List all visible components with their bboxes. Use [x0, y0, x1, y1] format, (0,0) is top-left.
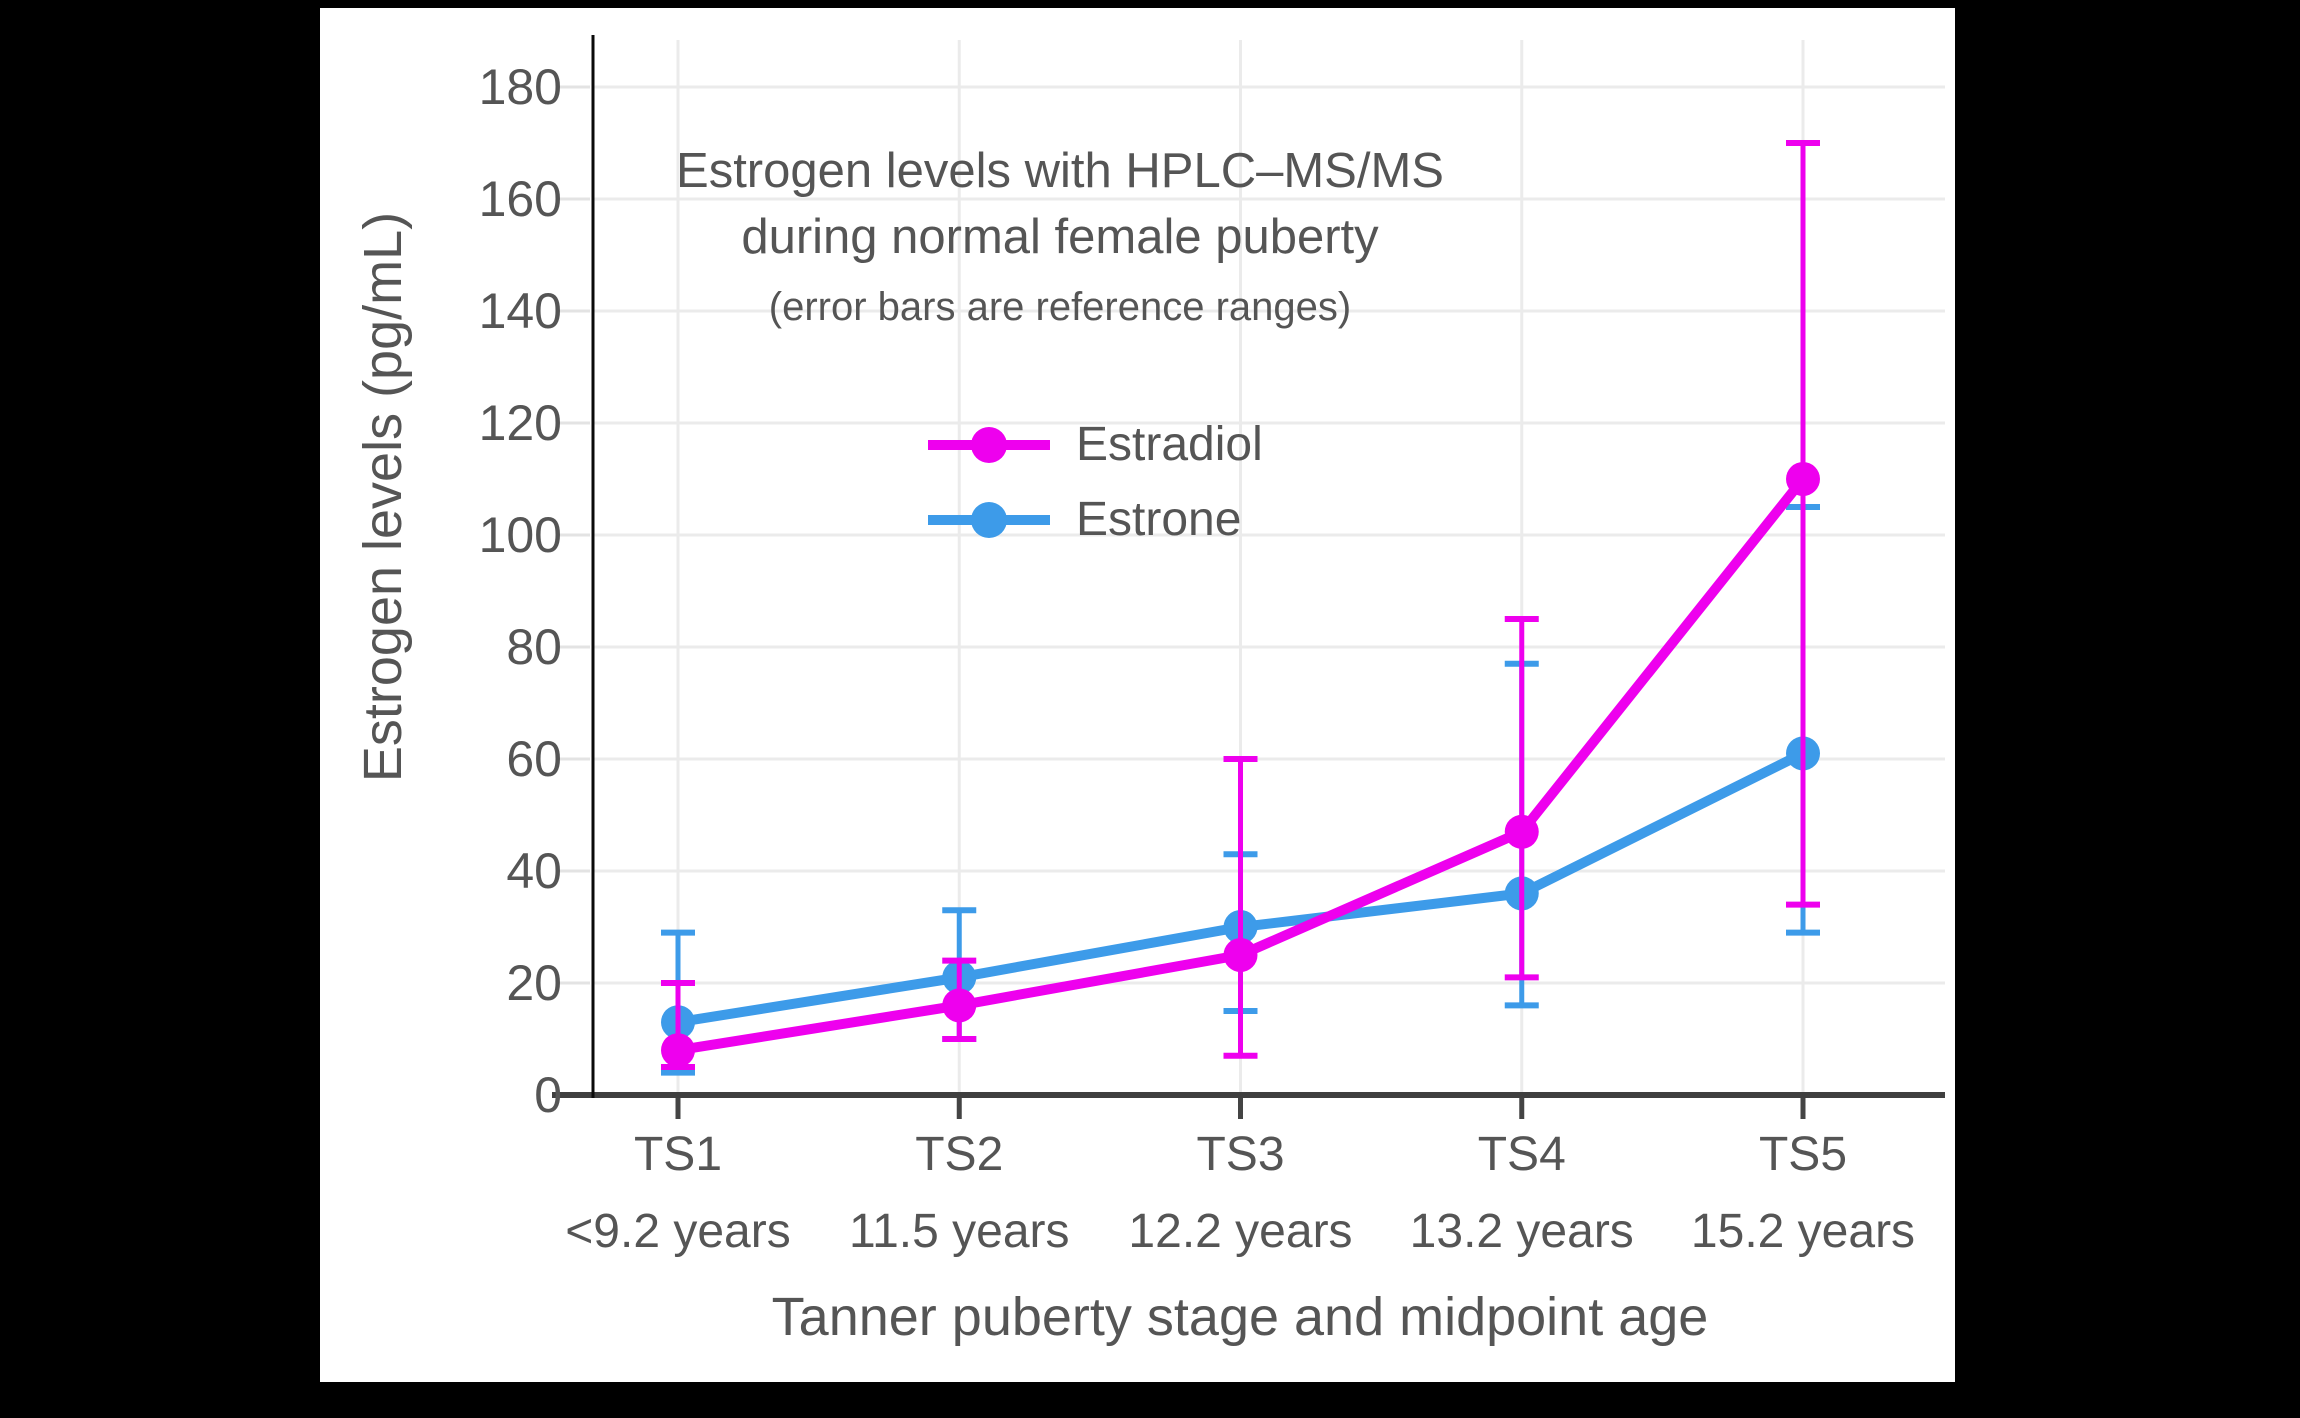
- title-line-1: Estrogen levels with HPLC–MS/MS: [676, 144, 1444, 198]
- y-tick-label: 80: [506, 619, 562, 675]
- x-tick-label-stage: TS2: [915, 1128, 1003, 1181]
- y-tick-label: 20: [506, 955, 562, 1011]
- x-tick-label-age: 15.2 years: [1691, 1205, 1915, 1258]
- title-line-2: during normal female puberty: [741, 210, 1379, 264]
- x-tick-label-age: 13.2 years: [1410, 1205, 1634, 1258]
- y-tick-label: 180: [479, 59, 562, 115]
- marker-estradiol: [1223, 938, 1258, 972]
- y-tick-label: 60: [506, 731, 562, 787]
- x-tick-label-age: 12.2 years: [1128, 1205, 1352, 1258]
- chart-subtitle: (error bars are reference ranges): [768, 285, 1352, 329]
- y-tick-label: 40: [506, 843, 562, 899]
- marker-estradiol: [1786, 462, 1820, 496]
- x-tick-label-age: <9.2 years: [565, 1205, 790, 1258]
- legend-marker-estradiol: [971, 427, 1007, 463]
- x-tick-label-stage: TS1: [634, 1128, 722, 1181]
- y-tick-label: 100: [479, 507, 562, 563]
- chart-title: Estrogen levels with HPLC–MS/MS during n…: [593, 138, 1527, 330]
- legend-marker-estrone: [971, 502, 1007, 538]
- marker-estradiol: [1504, 814, 1539, 849]
- x-tick-label-stage: TS5: [1759, 1128, 1847, 1181]
- legend-label-estrone: Estrone: [1076, 493, 1242, 546]
- y-tick-label: 140: [479, 283, 562, 339]
- marker-estradiol: [942, 988, 977, 1023]
- x-tick-label-age: 11.5 years: [849, 1205, 1070, 1258]
- y-tick-label: 160: [479, 171, 562, 227]
- x-tick-label-stage: TS3: [1196, 1128, 1284, 1181]
- legend-label-estradiol: Estradiol: [1076, 418, 1263, 471]
- y-tick-label: 120: [479, 395, 562, 451]
- x-axis-title: Tanner puberty stage and midpoint age: [771, 1287, 1709, 1347]
- y-axis-title: Estrogen levels (pg/mL): [353, 211, 413, 783]
- x-tick-label-stage: TS4: [1478, 1128, 1566, 1181]
- y-tick-label: 0: [534, 1067, 562, 1123]
- marker-estradiol: [661, 1033, 695, 1068]
